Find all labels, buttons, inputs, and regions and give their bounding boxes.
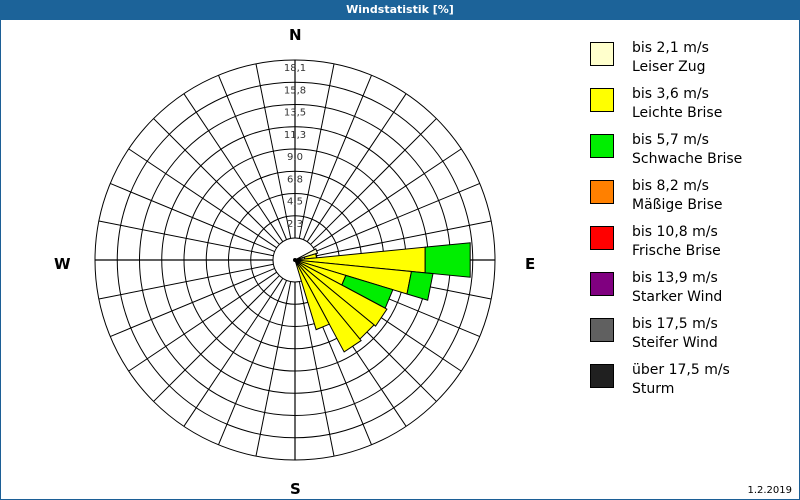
window-title: Windstatistik [%] xyxy=(0,0,800,20)
compass-east-label: E xyxy=(525,255,536,273)
legend-name: Schwache Brise xyxy=(632,151,743,167)
legend-swatch xyxy=(590,272,614,296)
legend-item: bis 2,1 m/s Leiser Zug xyxy=(590,40,790,88)
legend: bis 2,1 m/s Leiser Zug bis 3,6 m/s Leich… xyxy=(590,40,790,410)
legend-swatch xyxy=(590,364,614,388)
wind-rose-svg: 2,3 4,5 6,8 9,0 11,3 13,5 15,8 18,1 xyxy=(94,59,496,461)
compass-south-label: S xyxy=(290,480,301,498)
legend-range: bis 3,6 m/s xyxy=(632,86,709,102)
legend-swatch xyxy=(590,42,614,66)
legend-range: bis 13,9 m/s xyxy=(632,270,718,286)
legend-range: bis 2,1 m/s xyxy=(632,40,709,56)
svg-text:9,0: 9,0 xyxy=(287,152,303,163)
compass-north-label: N xyxy=(289,26,302,44)
legend-name: Sturm xyxy=(632,381,675,397)
legend-item: bis 10,8 m/s Frische Brise xyxy=(590,224,790,272)
legend-swatch xyxy=(590,180,614,204)
legend-range: bis 5,7 m/s xyxy=(632,132,709,148)
legend-item: über 17,5 m/s Sturm xyxy=(590,362,790,410)
legend-item: bis 13,9 m/s Starker Wind xyxy=(590,270,790,318)
wind-rose-plot: 2,3 4,5 6,8 9,0 11,3 13,5 15,8 18,1 N E S W xyxy=(0,20,560,500)
legend-item: bis 8,2 m/s Mäßige Brise xyxy=(590,178,790,226)
svg-text:2,3: 2,3 xyxy=(287,219,303,230)
svg-text:11,3: 11,3 xyxy=(284,130,306,141)
svg-text:6,8: 6,8 xyxy=(287,174,303,185)
legend-name: Starker Wind xyxy=(632,289,723,305)
legend-name: Leichte Brise xyxy=(632,105,723,121)
svg-text:4,5: 4,5 xyxy=(287,197,303,208)
legend-name: Steifer Wind xyxy=(632,335,718,351)
compass-west-label: W xyxy=(54,255,71,273)
legend-item: bis 5,7 m/s Schwache Brise xyxy=(590,132,790,180)
date-label: 1.2.2019 xyxy=(747,485,792,496)
legend-range: bis 17,5 m/s xyxy=(632,316,718,332)
legend-item: bis 17,5 m/s Steifer Wind xyxy=(590,316,790,364)
legend-name: Mäßige Brise xyxy=(632,197,723,213)
legend-name: Leiser Zug xyxy=(632,59,706,75)
legend-swatch xyxy=(590,318,614,342)
svg-text:13,5: 13,5 xyxy=(284,108,306,119)
legend-range: über 17,5 m/s xyxy=(632,362,730,378)
legend-range: bis 8,2 m/s xyxy=(632,178,709,194)
legend-range: bis 10,8 m/s xyxy=(632,224,718,240)
legend-swatch xyxy=(590,226,614,250)
legend-item: bis 3,6 m/s Leichte Brise xyxy=(590,86,790,134)
legend-swatch xyxy=(590,88,614,112)
svg-text:15,8: 15,8 xyxy=(284,85,306,96)
legend-swatch xyxy=(590,134,614,158)
legend-name: Frische Brise xyxy=(632,243,721,259)
svg-text:18,1: 18,1 xyxy=(284,63,306,74)
